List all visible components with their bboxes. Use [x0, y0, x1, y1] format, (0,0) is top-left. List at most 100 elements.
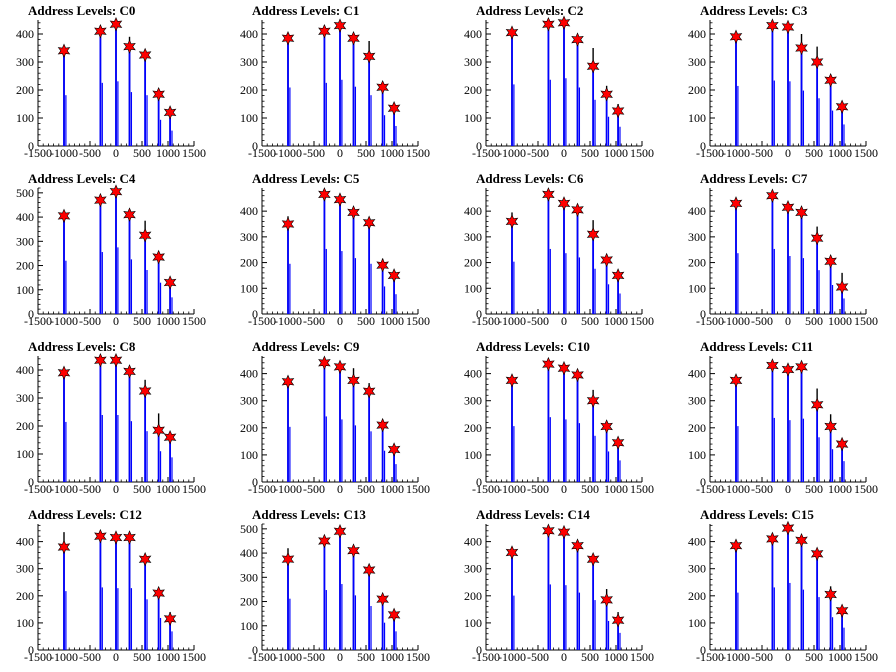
y-tick-label: 0	[28, 475, 34, 489]
x-tick-label: -1000	[50, 482, 78, 496]
peak-bar-blue-side	[101, 587, 103, 650]
x-tick-label: -1000	[722, 482, 750, 496]
peak-bar-blue	[393, 109, 395, 146]
peak-bar-blue	[511, 34, 513, 146]
peak-star-marker	[163, 429, 177, 445]
peak-star-marker	[571, 538, 584, 553]
peak-bar-blue	[169, 437, 171, 482]
peak-bar-blue	[617, 618, 619, 650]
peak-bar-blue	[169, 118, 171, 146]
peak-star-marker	[542, 523, 555, 539]
peak-star-marker	[824, 419, 837, 434]
peak-star-marker	[781, 362, 795, 377]
x-tick-label: -500	[303, 482, 325, 496]
peak-star-marker	[362, 49, 376, 64]
peak-bar-blue	[605, 260, 608, 314]
peak-star-marker	[318, 533, 331, 549]
y-tick-label: 200	[688, 421, 706, 435]
y-tick-label: 400	[688, 367, 706, 381]
peak-star-marker	[281, 30, 295, 46]
peak-bar-blue	[128, 214, 131, 314]
peak-bar-blue-side	[737, 426, 739, 482]
x-tick-label: 500	[357, 146, 375, 160]
peak-bar-blue	[800, 45, 803, 147]
chart-title: Address Levels: C9	[252, 339, 360, 354]
peak-bar-blue-side	[565, 253, 567, 314]
x-tick-label: -1000	[722, 650, 750, 664]
y-tick-label: 200	[240, 595, 258, 609]
y-tick-label: 400	[240, 204, 258, 218]
y-tick-label: 200	[16, 259, 34, 273]
peak-bar-blue-side	[578, 423, 581, 482]
peak-bar-blue-side	[101, 82, 103, 146]
peak-star-marker	[123, 207, 136, 222]
peak-bar-blue	[128, 537, 131, 650]
chart-svg: 0 100 200 300 400 -1500-1000 -500 0 500 1000 1500	[464, 356, 654, 496]
y-tick-label: 300	[16, 234, 34, 248]
x-tick-label: 1500	[630, 146, 654, 160]
y-tick-label: 100	[16, 283, 34, 297]
y-tick-label: 200	[240, 256, 258, 270]
x-tick-label: 500	[581, 314, 599, 328]
peak-star-marker	[571, 202, 584, 218]
x-tick-label: 0	[561, 146, 567, 160]
y-tick-label: 0	[476, 475, 482, 489]
peak-star-marker	[376, 79, 389, 95]
y-tick-label: 500	[240, 522, 258, 536]
peak-bar-blue-side	[341, 251, 343, 314]
x-tick-label: 1500	[182, 650, 206, 664]
x-tick-label: -1000	[50, 650, 78, 664]
y-tick-label: 200	[240, 421, 258, 435]
peak-bar-blue	[800, 212, 803, 314]
peak-star-marker	[281, 551, 295, 567]
y-tick-label: 0	[476, 139, 482, 153]
peak-bar-blue	[787, 528, 789, 650]
peak-bar-blue	[115, 537, 117, 650]
x-tick-label: 500	[805, 146, 823, 160]
chart-title: Address Levels: C5	[252, 171, 360, 186]
chart-panel: 0 100 200 300 400 -1500 -1000 -500 0 500 1000 1500 A…	[448, 336, 672, 504]
x-tick-label: 0	[113, 146, 119, 160]
peak-bar-blue-side	[395, 294, 397, 314]
peak-star-marker	[109, 16, 123, 32]
y-tick-label: 100	[16, 616, 34, 630]
peak-star-marker	[318, 23, 331, 39]
peak-bar-blue	[547, 25, 550, 147]
y-tick-label: 100	[240, 448, 258, 462]
peak-bar-blue	[99, 536, 102, 650]
x-tick-label: -500	[527, 650, 549, 664]
peak-bar-blue	[393, 278, 395, 314]
x-tick-label: -1500	[24, 650, 52, 664]
peak-bar-blue-side	[130, 259, 133, 314]
x-tick-label: 1000	[828, 146, 852, 160]
x-tick-label: 1000	[604, 314, 628, 328]
y-tick-label: 300	[688, 394, 706, 408]
x-tick-label: 0	[561, 314, 567, 328]
peak-bar-blue-side	[325, 590, 327, 650]
peak-bar-blue-side	[117, 81, 119, 146]
peak-star-marker	[600, 592, 613, 608]
chart-svg: 0 100 200 300 400 -1500-1000 -500 0 500 1000 1500	[464, 187, 654, 328]
chart-svg: 0 100 200 300 400 -1500-1000 -500 0 500 1000 1500	[688, 356, 878, 496]
peak-bar-blue-side	[289, 87, 291, 146]
y-tick-label: 0	[700, 139, 706, 153]
y-tick-label: 400	[240, 546, 258, 560]
peak-bar-blue	[144, 53, 147, 146]
peak-bar-blue-side	[773, 80, 775, 146]
peak-star-marker	[281, 216, 295, 232]
peak-bar-blue	[829, 81, 832, 146]
peak-bar-blue-side	[159, 617, 162, 650]
peak-bar-blue	[63, 53, 65, 146]
x-tick-label: 1000	[604, 482, 628, 496]
x-tick-label: 0	[113, 650, 119, 664]
peak-bar-blue-side	[370, 606, 372, 650]
peak-star-marker	[781, 19, 795, 35]
peak-bar-blue	[157, 591, 160, 650]
chart-svg: 0 100 200 300 400 -1500-1000 -500 0 500 1000 1500	[240, 187, 430, 328]
y-tick-label: 400	[688, 535, 706, 549]
peak-bar-blue	[511, 218, 513, 314]
peak-bar-blue	[287, 39, 289, 146]
peak-bar-blue-side	[831, 617, 834, 650]
y-tick-label: 400	[16, 535, 34, 549]
peak-bar-blue	[157, 257, 160, 314]
